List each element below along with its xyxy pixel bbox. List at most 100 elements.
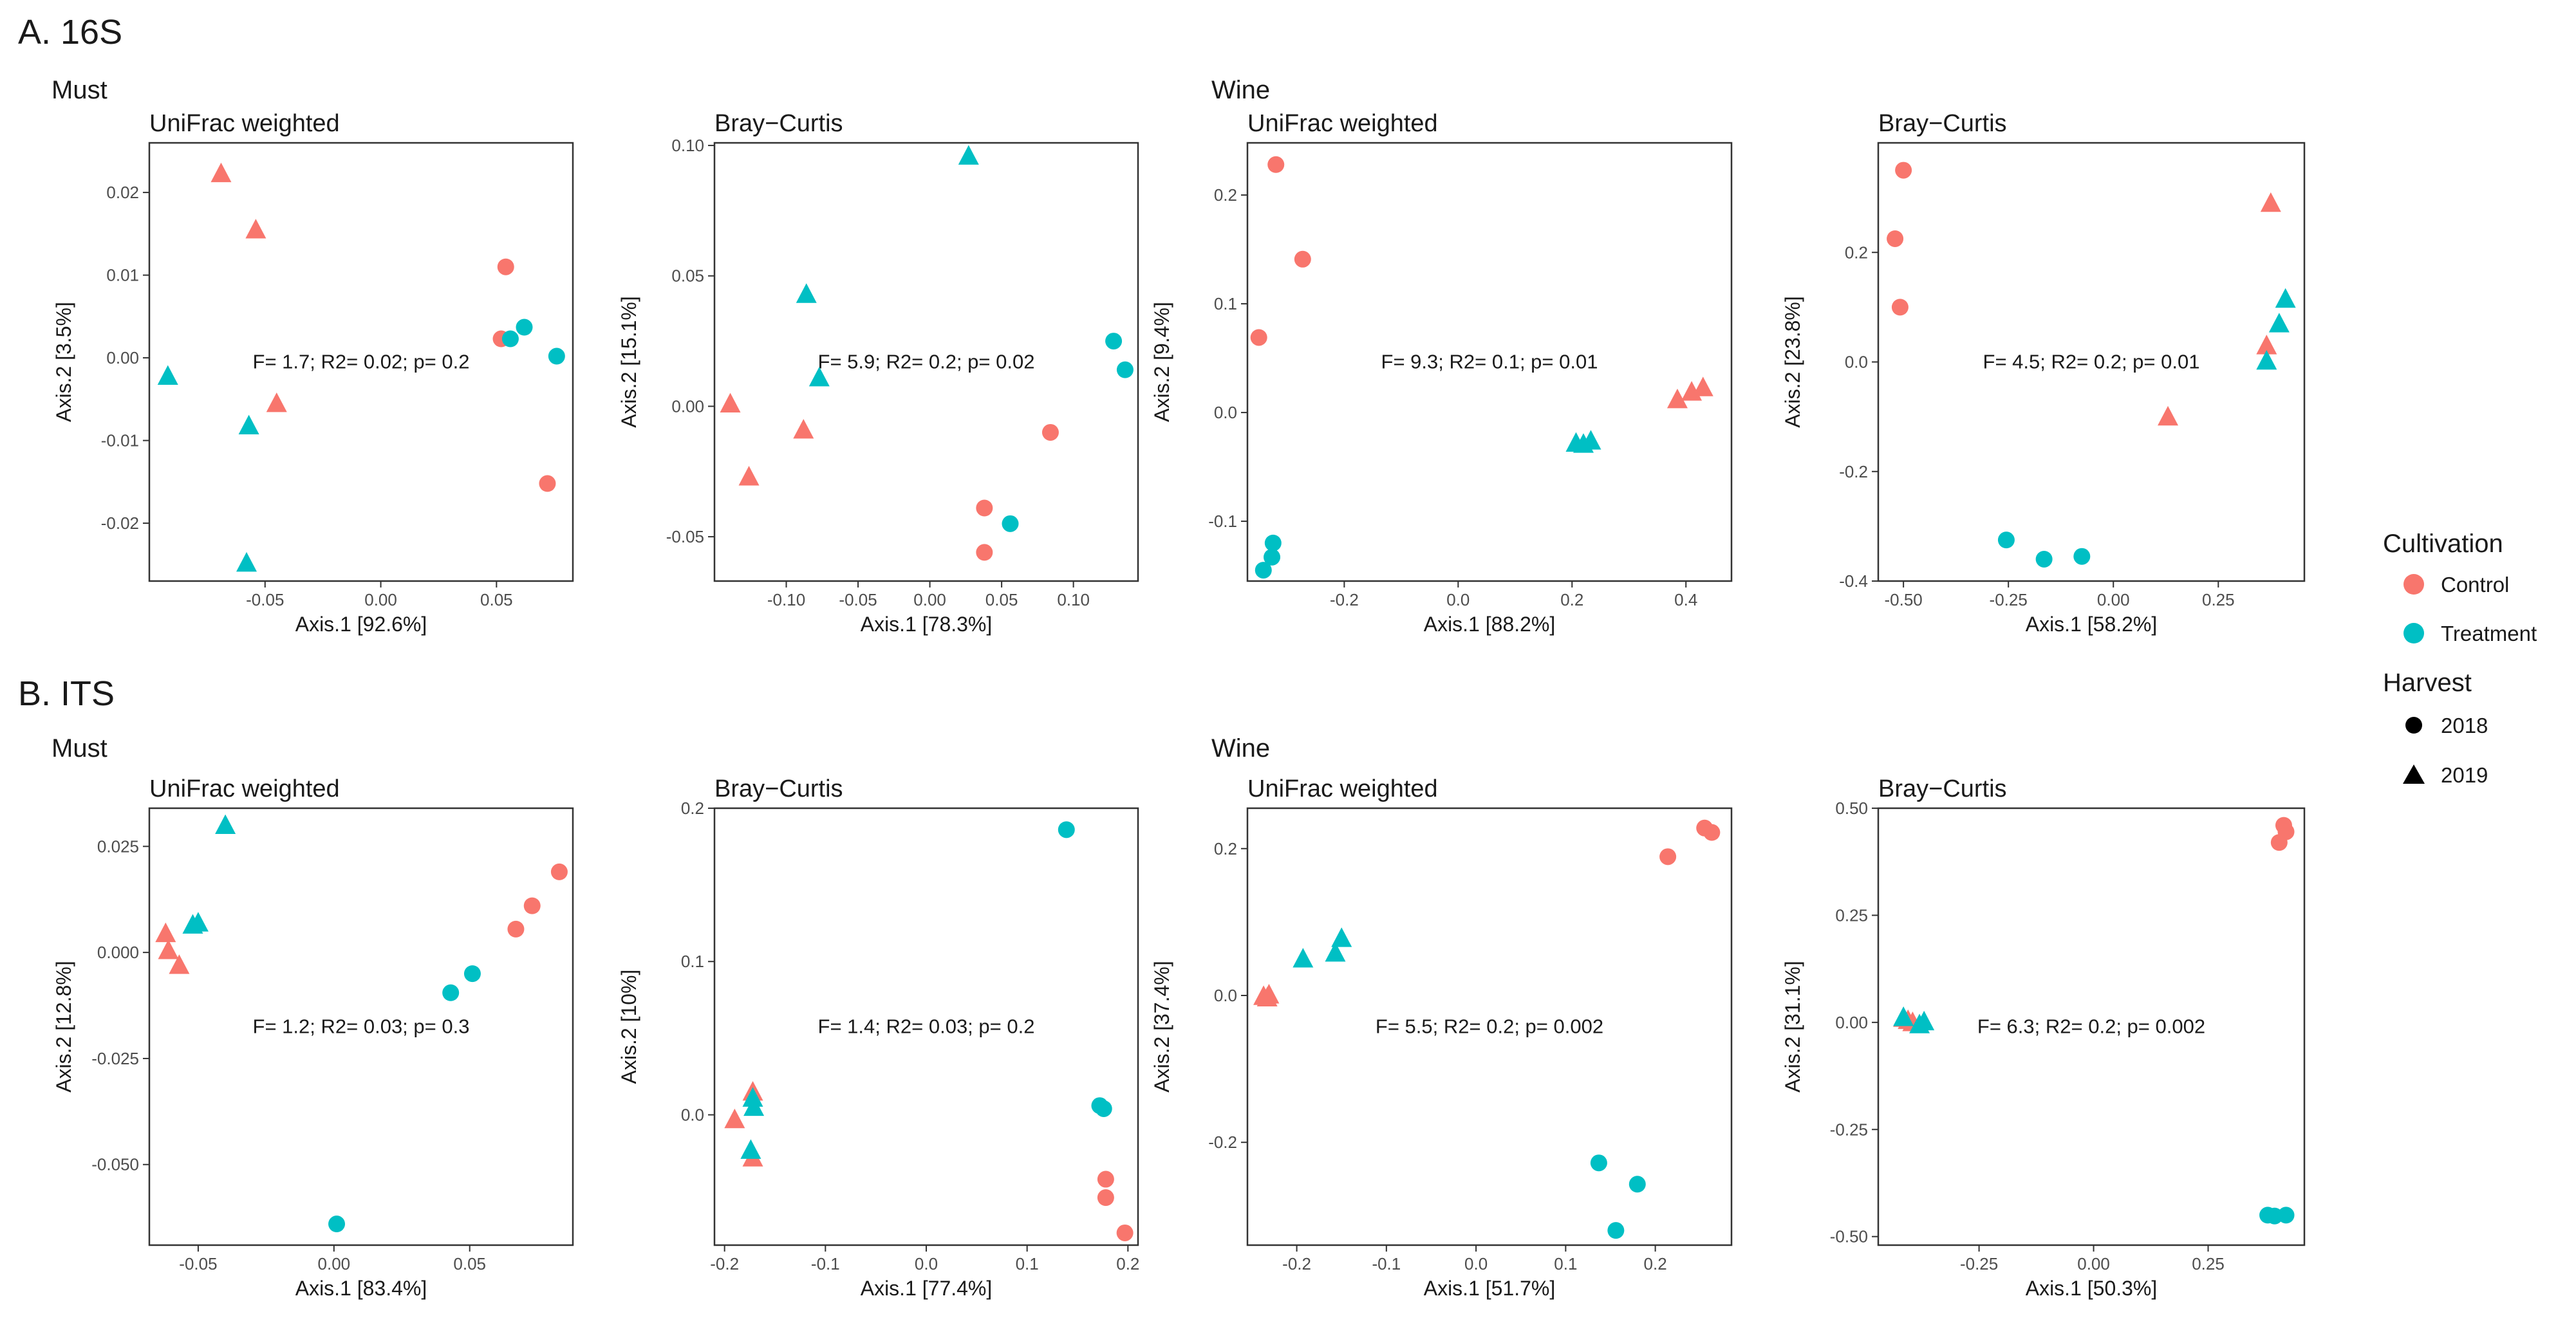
point-treatment-2019 <box>958 145 979 165</box>
point-control-2019 <box>2158 405 2179 426</box>
panel-1-0-1: Bray−Curtis -0.2 -0.1 0.0 0.1 0.2 0.0 0.1 0.2 Axi… <box>617 775 1139 1300</box>
point-treatment-2018 <box>1590 1154 1607 1172</box>
x-tick-label: 0.25 <box>2192 1254 2225 1273</box>
point-control-2019 <box>210 162 232 183</box>
point-control-2018 <box>1895 162 1912 179</box>
y-tick-label: 0.000 <box>97 943 139 962</box>
point-control-2019 <box>1666 388 1688 409</box>
point-treatment-2018 <box>442 984 460 1001</box>
panel-frame <box>148 807 574 1246</box>
y-tick-label: 0.05 <box>671 266 704 286</box>
x-axis-label: Axis.1 [50.3%] <box>2026 1277 2158 1300</box>
x-tick-label: -0.10 <box>767 590 805 609</box>
y-axis-label: Axis.2 [23.8%] <box>1781 296 1804 428</box>
panel-0-0-1: Bray−Curtis -0.10 -0.05 0.00 0.05 0.10 -0.05 0.… <box>617 110 1139 636</box>
x-tick-label: -0.25 <box>1960 1254 1998 1273</box>
y-tick-label: 0.25 <box>1835 905 1868 925</box>
point-treatment-2019 <box>2275 288 2296 308</box>
x-axis-label: Axis.1 [92.6%] <box>295 613 427 636</box>
x-tick-label: -0.05 <box>246 590 284 609</box>
x-axis-label: Axis.1 [88.2%] <box>1424 613 1556 636</box>
x-axis-label: Axis.1 [78.3%] <box>861 613 993 636</box>
point-control-2019 <box>155 922 176 943</box>
permanova-annotation: F= 1.7; R2= 0.02; p= 0.2 <box>253 351 470 373</box>
point-control-2019 <box>158 939 179 959</box>
y-tick-label: 0.10 <box>671 136 704 155</box>
point-treatment-2019 <box>743 1096 765 1116</box>
point-treatment-2018 <box>501 330 519 347</box>
section-label-16s: A. 16S <box>18 13 122 51</box>
point-control-2019 <box>266 392 287 412</box>
y-tick-label: 0.2 <box>1214 185 1237 205</box>
x-tick-label: 0.0 <box>1464 1254 1488 1273</box>
point-control-2018 <box>523 897 541 914</box>
point-treatment-2018 <box>1629 1176 1646 1193</box>
point-treatment-2018 <box>1264 548 1281 566</box>
point-treatment-2018 <box>1002 515 1019 532</box>
panel-1-1-0: UniFrac weighted -0.2 -0.1 0.0 0.1 0.2 -0.2 0.0… <box>1150 775 1733 1300</box>
point-treatment-2018 <box>2035 550 2053 568</box>
x-axis-label: Axis.1 [58.2%] <box>2026 613 2158 636</box>
y-tick-label: 0.0 <box>1214 986 1237 1005</box>
y-tick-label: 0.01 <box>106 266 139 285</box>
group-label-its-wine: Wine <box>1211 734 1270 763</box>
legend-2019-triangle <box>2403 764 2425 784</box>
x-tick-label: 0.00 <box>2077 1254 2110 1273</box>
point-control-2018 <box>1097 1189 1114 1207</box>
panel-frame <box>713 142 1139 582</box>
x-axis-label: Axis.1 [77.4%] <box>861 1277 993 1300</box>
point-treatment-2019 <box>236 551 257 572</box>
x-tick-label: 0.1 <box>1554 1254 1577 1273</box>
x-tick-label: 0.2 <box>1116 1254 1139 1273</box>
point-control-2018 <box>1041 423 1059 441</box>
y-tick-label: 0.2 <box>1214 839 1237 858</box>
point-treatment-2018 <box>1116 361 1134 378</box>
panel-title: UniFrac weighted <box>1247 775 1438 802</box>
y-tick-label: 0.50 <box>1835 799 1868 818</box>
permanova-annotation: F= 6.3; R2= 0.2; p= 0.002 <box>1977 1015 2205 1038</box>
permanova-annotation: F= 1.2; R2= 0.03; p= 0.3 <box>253 1015 470 1038</box>
y-tick-label: -0.4 <box>1839 571 1868 591</box>
x-axis-label: Axis.1 [83.4%] <box>295 1277 427 1300</box>
point-treatment-2019 <box>2268 313 2290 333</box>
point-control-2018 <box>1116 1224 1134 1241</box>
point-control-2018 <box>1097 1170 1114 1188</box>
x-tick-label: -0.2 <box>1282 1254 1311 1273</box>
x-tick-label: 0.00 <box>364 590 397 609</box>
point-treatment-2018 <box>328 1216 346 1233</box>
point-treatment-2018 <box>2073 548 2091 565</box>
y-tick-label: 0.1 <box>1214 294 1237 313</box>
y-axis-label: Axis.2 [15.1%] <box>617 296 640 428</box>
point-control-2018 <box>1703 824 1721 841</box>
legend-2018-label: 2018 <box>2441 714 2488 737</box>
point-control-2018 <box>507 920 525 938</box>
point-control-2019 <box>724 1108 745 1129</box>
x-tick-label: -0.25 <box>1990 590 2028 609</box>
x-tick-label: -0.1 <box>1372 1254 1401 1273</box>
point-control-2018 <box>976 544 993 561</box>
x-tick-label: 0.25 <box>2202 590 2235 609</box>
legend-cultivation-title: Cultivation <box>2383 530 2503 558</box>
panel-0-1-1: Bray−Curtis -0.50 -0.25 0.00 0.25 -0.4 -0.2 0.0… <box>1781 110 2306 636</box>
panel-frame <box>1877 142 2306 582</box>
legend-2019-label: 2019 <box>2441 763 2488 787</box>
point-treatment-2018 <box>1058 821 1075 838</box>
point-treatment-2018 <box>548 347 565 365</box>
point-control-2018 <box>1294 250 1311 268</box>
point-control-2018 <box>1891 299 1909 316</box>
x-tick-label: 0.1 <box>1016 1254 1039 1273</box>
point-treatment-2019 <box>740 1139 761 1159</box>
point-control-2018 <box>1887 230 1904 247</box>
point-treatment-2019 <box>157 365 178 385</box>
x-tick-label: 0.0 <box>915 1254 938 1273</box>
point-control-2018 <box>1267 156 1285 173</box>
y-tick-label: -0.2 <box>1208 1133 1237 1152</box>
x-axis-label: Axis.1 [51.7%] <box>1424 1277 1556 1300</box>
point-control-2019 <box>245 219 266 239</box>
panel-title: Bray−Curtis <box>1878 110 2007 137</box>
legend-control-label: Control <box>2441 573 2509 597</box>
panel-1-1-1: Bray−Curtis -0.25 0.00 0.25 -0.50 -0.25 0.00 0.… <box>1781 775 2306 1300</box>
point-treatment-2018 <box>463 965 481 983</box>
x-tick-label: 0.2 <box>1560 590 1583 609</box>
